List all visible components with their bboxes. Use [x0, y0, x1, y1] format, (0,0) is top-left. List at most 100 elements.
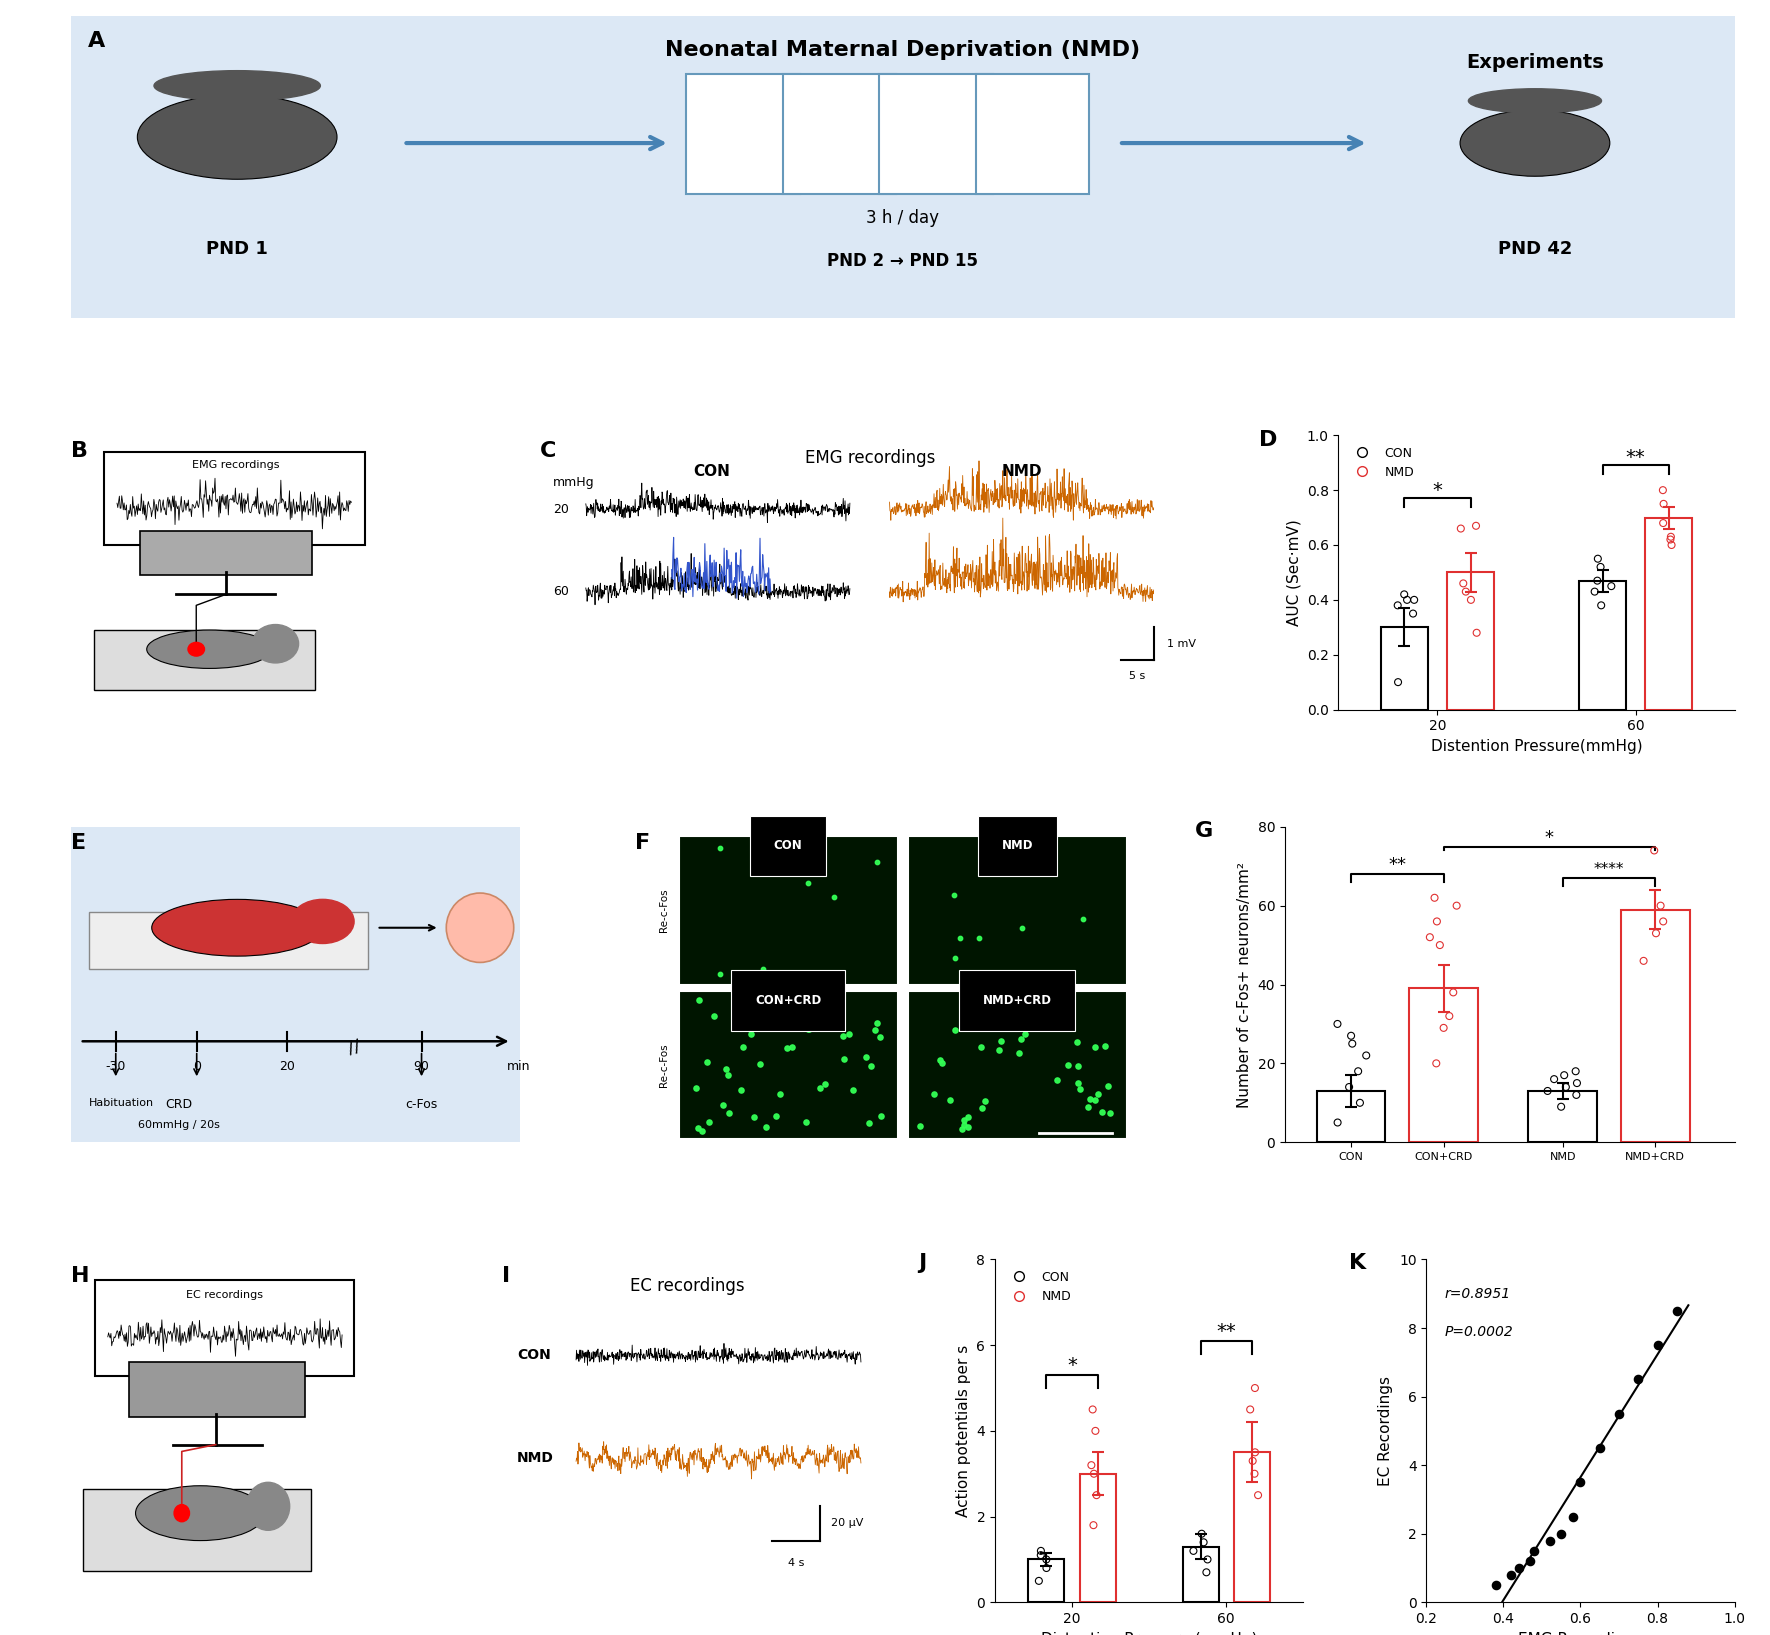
FancyBboxPatch shape — [71, 827, 520, 1143]
Point — [1179, 1539, 1207, 1565]
FancyBboxPatch shape — [140, 531, 312, 576]
Point — [986, 1028, 1014, 1055]
Point — [949, 1112, 977, 1138]
Text: C: C — [540, 441, 556, 461]
Point — [1451, 579, 1480, 605]
Point — [1193, 1547, 1221, 1573]
Point — [1446, 515, 1474, 541]
Point — [740, 1104, 768, 1130]
Text: Neonatal Maternal Deprivation (NMD): Neonatal Maternal Deprivation (NMD) — [666, 41, 1140, 60]
Text: 60: 60 — [552, 585, 568, 598]
FancyBboxPatch shape — [129, 1362, 304, 1418]
Point — [1089, 1099, 1117, 1125]
FancyBboxPatch shape — [96, 1280, 354, 1377]
Bar — [1080, 1473, 1115, 1602]
X-axis label: EMG Recordings: EMG Recordings — [1519, 1632, 1643, 1635]
Point — [1643, 1333, 1671, 1359]
Point — [851, 1043, 880, 1069]
Point — [1533, 1077, 1561, 1104]
Text: Experiments: Experiments — [1466, 52, 1604, 72]
Point — [1588, 592, 1616, 618]
Point — [927, 1050, 956, 1076]
Point — [963, 1002, 991, 1028]
Point — [712, 1056, 740, 1082]
Bar — [1646, 518, 1692, 710]
FancyBboxPatch shape — [975, 74, 1089, 195]
Text: **: ** — [1625, 448, 1646, 466]
Text: r=0.8951: r=0.8951 — [1444, 1287, 1512, 1301]
Point — [1244, 1481, 1273, 1507]
Point — [1423, 909, 1451, 935]
Text: EMG recordings: EMG recordings — [193, 459, 280, 469]
Point — [1597, 572, 1625, 598]
Point — [965, 925, 993, 952]
Point — [961, 997, 989, 1024]
Point — [864, 849, 892, 875]
Point — [692, 1048, 720, 1074]
Point — [1064, 1028, 1092, 1055]
Text: 3 h / day: 3 h / day — [866, 209, 940, 227]
Point — [1398, 600, 1427, 626]
Point — [1657, 523, 1685, 549]
Text: PND 2 → PND 15: PND 2 → PND 15 — [827, 252, 979, 270]
Text: D: D — [1258, 430, 1278, 450]
Point — [1584, 546, 1612, 572]
Point — [1650, 510, 1678, 536]
Point — [729, 1033, 758, 1059]
Point — [860, 1017, 889, 1043]
Text: NMD: NMD — [1002, 464, 1043, 479]
Point — [1030, 988, 1058, 1014]
Point — [1343, 1058, 1372, 1084]
Point — [862, 1010, 890, 1037]
Point — [857, 1053, 885, 1079]
Point — [736, 1022, 765, 1048]
Point — [685, 988, 713, 1014]
Point — [1025, 1568, 1053, 1594]
FancyBboxPatch shape — [88, 912, 368, 970]
Ellipse shape — [1460, 110, 1611, 177]
Text: PND 42: PND 42 — [1497, 240, 1572, 258]
Point — [1064, 1053, 1092, 1079]
Point — [1069, 906, 1097, 932]
FancyBboxPatch shape — [83, 1489, 312, 1571]
Point — [1559, 1504, 1588, 1530]
Point — [1481, 1573, 1510, 1599]
Point — [1582, 567, 1611, 594]
Text: *: * — [1545, 829, 1554, 847]
Point — [1504, 1555, 1533, 1581]
Point — [1064, 1069, 1092, 1095]
Point — [867, 1102, 896, 1128]
Point — [1027, 1542, 1055, 1568]
Point — [966, 1033, 995, 1059]
Point — [1007, 1027, 1035, 1053]
Y-axis label: Number of c-Fos+ neurons/mm²: Number of c-Fos+ neurons/mm² — [1237, 862, 1251, 1107]
Point — [940, 945, 968, 971]
Text: 90: 90 — [414, 1059, 430, 1073]
Text: P=0.0002: P=0.0002 — [1444, 1324, 1513, 1339]
Point — [1630, 948, 1658, 974]
Point — [1425, 932, 1453, 958]
Point — [1352, 1043, 1381, 1069]
Point — [1083, 1481, 1112, 1507]
Point — [954, 1104, 982, 1130]
Text: //: // — [345, 1037, 363, 1058]
Bar — [1234, 1452, 1269, 1602]
Text: EC recordings: EC recordings — [630, 1277, 745, 1295]
Point — [1076, 1086, 1104, 1112]
Point — [1430, 1015, 1458, 1041]
Text: CON+CRD: CON+CRD — [756, 994, 821, 1007]
Point — [706, 834, 735, 860]
Point — [1551, 1063, 1579, 1089]
Point — [947, 925, 975, 952]
Text: H: H — [71, 1267, 88, 1287]
Point — [1241, 1460, 1269, 1486]
Point — [1646, 893, 1674, 919]
Circle shape — [290, 899, 354, 943]
Circle shape — [1469, 88, 1602, 113]
Point — [986, 1037, 1014, 1063]
Point — [926, 1046, 954, 1073]
Point — [1345, 1089, 1374, 1115]
FancyBboxPatch shape — [687, 74, 800, 195]
Point — [1189, 1529, 1218, 1555]
Ellipse shape — [136, 1486, 266, 1540]
